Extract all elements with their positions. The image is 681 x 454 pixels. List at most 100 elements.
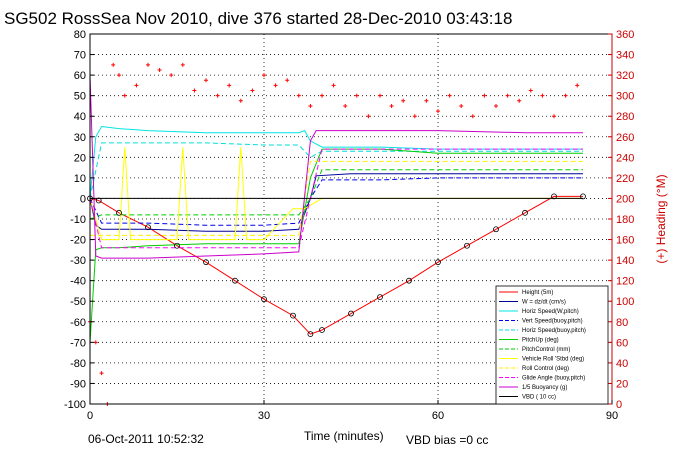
x-tick-label: 30 (258, 410, 270, 422)
heading-point (436, 109, 440, 114)
y-tick-label: 10 (74, 173, 86, 185)
y2-tick-label: 20 (616, 378, 628, 390)
y-tick-label: 80 (74, 29, 86, 41)
legend-entry: Horiz Speed(buoy,pitch) (522, 328, 586, 334)
height-point (261, 296, 267, 303)
heading-point (320, 93, 324, 98)
height-point (435, 259, 441, 266)
height-point (319, 327, 325, 333)
series-line-1 (89, 173, 583, 232)
y-tick-label: -90 (70, 378, 86, 390)
y2-tick-label: 140 (616, 255, 634, 267)
heading-point (459, 103, 464, 108)
y2-tick-label: 340 (616, 50, 634, 62)
height-point (406, 277, 412, 284)
heading-point (505, 93, 510, 98)
heading-point (412, 114, 417, 119)
x-tick-label: 90 (606, 410, 618, 422)
heading-point (540, 93, 545, 98)
heading-point (354, 93, 359, 98)
heading-point (401, 98, 406, 103)
y2-tick-label: 260 (616, 132, 634, 144)
heading-point (308, 103, 313, 108)
series-group (87, 62, 586, 406)
height-point (522, 209, 528, 216)
heading-point (93, 340, 98, 345)
height-point (116, 209, 122, 216)
series-line-8 (90, 160, 583, 236)
height-point (307, 331, 314, 338)
y2-tick-label: 360 (616, 29, 634, 41)
y-tick-label: -10 (70, 214, 86, 226)
series-line-4 (89, 142, 583, 199)
heading-point (169, 73, 174, 78)
y2-tick-label: 80 (616, 317, 628, 329)
axes: 0 30 60 90-100-90-80-70-60-50-40-30-20-1001… (64, 29, 634, 422)
heading-point (563, 93, 568, 98)
heading-point (227, 83, 232, 88)
height-point (348, 310, 354, 317)
y-tick-label: 20 (74, 152, 86, 164)
legend-entry: Roll Control (deg) (522, 366, 569, 372)
height-point (464, 242, 470, 249)
x-tick-label: 60 (432, 410, 444, 422)
height-point (377, 294, 383, 301)
y2-axis-label: (+) Heading (°M) (654, 174, 668, 263)
y-tick-label: 30 (74, 132, 86, 144)
legend-entry: VBD ( 10 cc) (522, 395, 556, 401)
heading-point (262, 73, 266, 78)
heading-point (482, 93, 487, 98)
legend-box (495, 285, 609, 405)
y-tick-label: 40 (74, 111, 86, 123)
heading-point (134, 83, 139, 88)
y2-tick-label: 320 (616, 70, 634, 82)
x-axis-label: Time (minutes) (304, 429, 384, 443)
heading-point (180, 62, 185, 67)
heading-point (447, 93, 452, 98)
y2-tick-label: 180 (616, 214, 634, 226)
y2-tick-label: 100 (616, 296, 634, 308)
height-point (145, 224, 151, 231)
series-line-2 (89, 125, 583, 199)
legend-entry: Horiz Speed(W,pitch) (522, 309, 579, 315)
y2-tick-label: 200 (616, 193, 634, 205)
heading-point (157, 67, 162, 72)
heading-point (122, 93, 127, 98)
heading-point (111, 62, 116, 67)
heading-point (424, 98, 429, 103)
y2-tick-label: 240 (616, 152, 634, 164)
legend-entry: PitchUp (deg) (522, 338, 559, 344)
height-point (290, 312, 296, 319)
heading-point (528, 88, 533, 93)
legend-entry: Glide Angle (buoy,pitch) (522, 376, 585, 382)
heading-point (204, 78, 208, 83)
footer-vbd: VBD bias =0 cc (406, 433, 488, 447)
legend-entry: 1/5 Buoyancy (g) (522, 385, 567, 391)
heading-point (250, 88, 255, 93)
height-point (551, 193, 557, 200)
series-line-6 (89, 169, 583, 220)
legend-entry: Vert Speed(buoy,pitch) (522, 319, 583, 325)
y-tick-label: 0 (80, 193, 86, 205)
height-point (580, 193, 586, 200)
x-tick-label: 0 (87, 410, 93, 422)
heading-point (296, 93, 301, 98)
legend: Height (5m) W = dz/dt (cm/s) Horiz Speed(W… (495, 285, 609, 405)
legend-entry: Height (5m) (522, 290, 553, 296)
legend-entry: W = dz/dt (cm/s) (522, 300, 566, 306)
y-tick-label: 60 (74, 70, 86, 82)
y2-tick-label: 160 (616, 235, 634, 247)
heading-point (238, 98, 243, 103)
series-line-0 (89, 195, 583, 335)
heading-point (343, 103, 348, 108)
y-tick-label: -80 (70, 358, 86, 370)
heading-point (552, 114, 556, 119)
heading-point (215, 93, 220, 98)
heading-point (331, 83, 336, 88)
height-point (493, 226, 499, 233)
y2-tick-label: 120 (616, 276, 634, 288)
heading-point (494, 103, 498, 108)
heading-point (517, 98, 522, 103)
series-line-9 (89, 148, 583, 249)
series-line-5 (89, 148, 583, 343)
